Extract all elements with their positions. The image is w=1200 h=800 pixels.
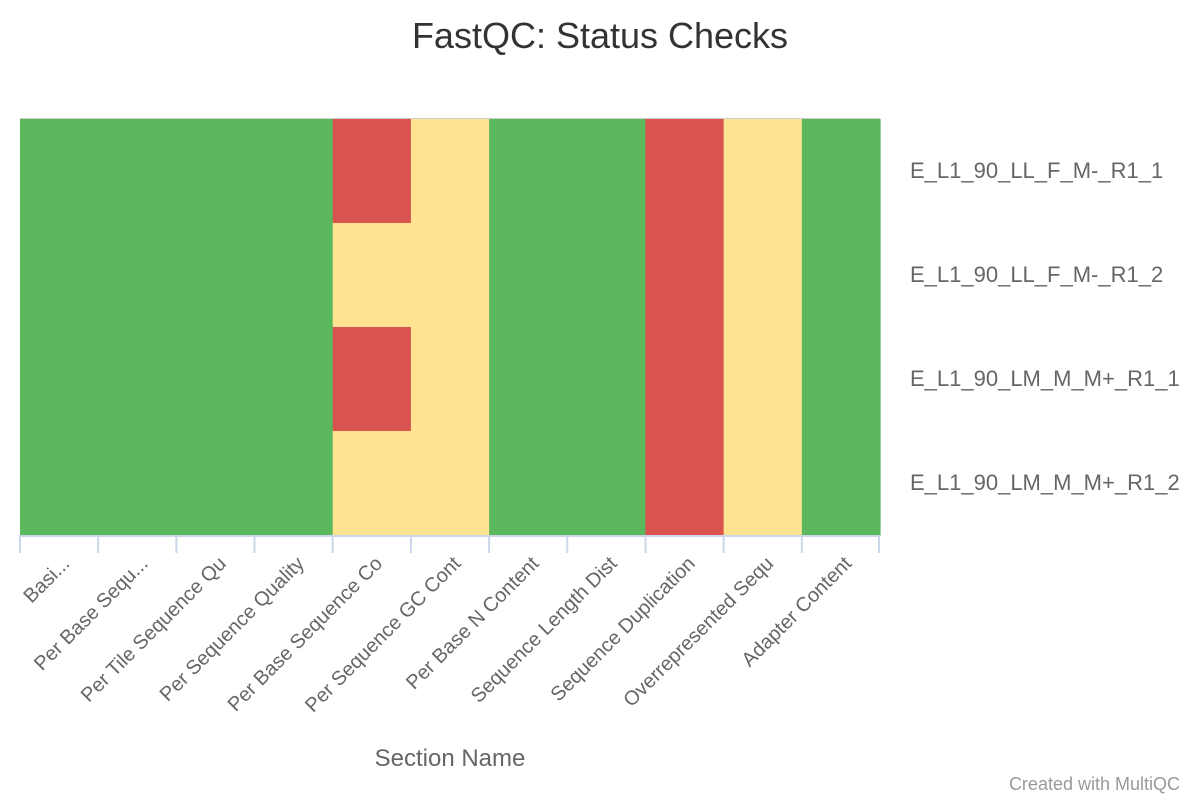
heatmap-cell[interactable] [20,431,99,536]
heatmap-cell[interactable] [489,327,568,432]
heatmap-cell[interactable] [254,223,334,328]
heatmap-cell[interactable] [801,431,881,536]
x-tick-label: Per Base N Content [402,552,544,694]
x-axis-title: Section Name [375,745,526,772]
heatmap-cell[interactable] [332,327,412,432]
heatmap-cell[interactable] [98,119,177,224]
x-tick-label: Per Sequence Quality [156,553,309,706]
heatmap-cell[interactable] [176,119,256,224]
heatmap-cell[interactable] [645,327,725,432]
heatmap-cells [20,119,881,536]
heatmap-cell[interactable] [801,223,881,328]
heatmap-cell[interactable] [410,327,490,432]
heatmap-cell[interactable] [645,431,725,536]
row-label: E_L1_90_LM_M_M+_R1_2 [910,470,1180,495]
heatmap-cell[interactable] [801,119,881,224]
row-label: E_L1_90_LL_F_M-_R1_1 [910,158,1163,183]
heatmap-cell[interactable] [332,223,412,328]
heatmap-cell[interactable] [20,119,99,224]
heatmap-cell[interactable] [20,223,99,328]
x-tick-label: Per Sequence GC Cont [301,552,465,716]
heatmap-cell[interactable] [723,119,803,224]
heatmap-cell[interactable] [254,327,334,432]
chart-title: FastQC: Status Checks [412,15,788,56]
heatmap-cell[interactable] [20,327,99,432]
heatmap-cell[interactable] [98,431,177,536]
heatmap-cell[interactable] [801,327,881,432]
x-tick-label: Sequence Duplication [547,553,700,706]
heatmap-cell[interactable] [332,431,412,536]
heatmap-cell[interactable] [567,119,647,224]
heatmap-cell[interactable] [567,431,647,536]
x-tick-label: Basi... [20,553,75,608]
row-labels: E_L1_90_LL_F_M-_R1_1 E_L1_90_LL_F_M-_R1_2… [910,158,1180,495]
heatmap-cell[interactable] [254,119,334,224]
x-tick-label: Sequence Length Dist [467,552,622,707]
heatmap-cell[interactable] [723,431,803,536]
heatmap-cell[interactable] [176,223,256,328]
heatmap-cell[interactable] [723,327,803,432]
heatmap-cell[interactable] [332,119,412,224]
heatmap-cell[interactable] [645,223,725,328]
row-label: E_L1_90_LM_M_M+_R1_1 [910,366,1180,391]
heatmap-cell[interactable] [98,327,177,432]
heatmap-cell[interactable] [176,431,256,536]
x-tick-label: Per Base Sequence Co [224,553,387,716]
heatmap-cell[interactable] [489,431,568,536]
heatmap-cell[interactable] [489,119,568,224]
heatmap-cell[interactable] [645,119,725,224]
heatmap-cell[interactable] [410,223,490,328]
heatmap-cell[interactable] [410,431,490,536]
heatmap-cell[interactable] [410,119,490,224]
heatmap-cell[interactable] [723,223,803,328]
heatmap-cell[interactable] [98,223,177,328]
heatmap-cell[interactable] [254,431,334,536]
heatmap-cell[interactable] [489,223,568,328]
x-axis [19,118,880,553]
heatmap-cell[interactable] [567,223,647,328]
credits-text[interactable]: Created with MultiQC [1009,774,1180,794]
x-tick-label: Per Tile Sequence Qu [77,553,231,707]
x-tick-labels: Basi...Per Base Sequ...Per Tile Sequence… [20,552,857,716]
heatmap-cell[interactable] [176,327,256,432]
row-label: E_L1_90_LL_F_M-_R1_2 [910,262,1163,287]
x-tick-label: Overrepresented Sequ [619,553,778,712]
heatmap-cell[interactable] [567,327,647,432]
